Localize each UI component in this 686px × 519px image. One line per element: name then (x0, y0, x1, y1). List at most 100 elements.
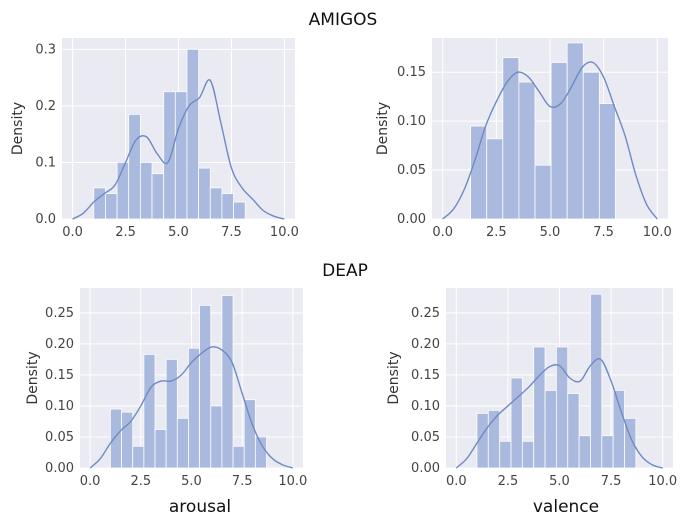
x-tick-label: 7.5 (232, 474, 253, 489)
y-tick-label: 0.0 (35, 212, 56, 227)
histogram-bar (487, 409, 501, 469)
y-tick-label: 0.25 (411, 306, 440, 321)
y-tick-label: 0.05 (411, 430, 440, 445)
x-tick-label: 0.0 (432, 225, 453, 240)
histogram-bar (590, 293, 603, 469)
x-axis-label-arousal: arousal (169, 497, 231, 517)
histogram-bar (567, 393, 580, 469)
x-tick-label: 0.0 (62, 225, 83, 240)
x-tick-label: 5.0 (549, 474, 570, 489)
x-tick-label: 7.5 (221, 225, 242, 240)
histogram-bar (105, 193, 118, 220)
histogram-bar (521, 440, 535, 469)
x-tick-label: 2.5 (130, 474, 151, 489)
kde-curve (89, 346, 294, 469)
histogram-bar (612, 390, 625, 469)
histogram-bar (510, 377, 523, 469)
histogram-bar (243, 399, 256, 469)
chart-panel-amigos-arousal: 0.0 0.1 0.2 0.3 0.0 2.5 5.0 7.5 10.0 Density (10, 38, 299, 240)
section-title-deap: DEAP (322, 261, 368, 281)
histogram-bar (550, 62, 568, 220)
chart-panel-deap-valence: 0.00 0.05 0.10 0.15 0.20 0.25 0.0 2.5 5.0 7.5 10.0… (386, 288, 677, 489)
histogram-bar (139, 162, 153, 220)
y-tick-label: 0.1 (35, 155, 56, 170)
histogram-bar (598, 103, 616, 220)
histogram-bar (254, 436, 267, 469)
x-tick-label: 2.5 (486, 225, 507, 240)
y-tick-label: 0.15 (45, 368, 74, 383)
y-tick-label: 0.25 (45, 306, 74, 321)
y-tick-label: 0.15 (397, 65, 426, 80)
chart-panel-amigos-valence: 0.00 0.05 0.10 0.15 0.0 2.5 5.0 7.5 10.0 Density (375, 38, 672, 240)
histogram-bar (518, 81, 536, 220)
y-tick-label: 0.20 (45, 337, 74, 352)
x-tick-label: 0.0 (80, 474, 101, 489)
histogram-bar (233, 201, 246, 220)
y-tick-label: 0.10 (397, 114, 426, 129)
histogram-bar (188, 347, 201, 469)
histogram-bar (186, 48, 200, 220)
histogram-bar (165, 358, 178, 469)
section-title-amigos: AMIGOS (309, 10, 378, 30)
y-tick-label: 0.3 (35, 42, 56, 57)
kde-curve (455, 358, 663, 469)
kde-curve (442, 61, 658, 220)
y-tick-label: 0.10 (45, 399, 74, 414)
x-tick-label: 0.0 (446, 474, 467, 489)
histogram-bar (232, 445, 245, 469)
histogram-bar (128, 113, 141, 220)
y-axis-label: Density (25, 351, 41, 404)
histogram-bar (209, 187, 223, 220)
histogram-bar (93, 187, 106, 220)
y-tick-label: 0.20 (411, 337, 440, 352)
histogram-bar (624, 417, 637, 469)
histogram-bar (154, 429, 167, 469)
histogram-bar (121, 411, 134, 469)
histogram-bar (143, 354, 156, 469)
y-tick-label: 0.2 (35, 99, 56, 114)
histogram-bar (499, 440, 512, 469)
y-tick-label: 0.00 (45, 461, 74, 476)
histogram-bar (534, 164, 552, 220)
histogram-bar (210, 405, 223, 469)
x-tick-label: 10.0 (648, 474, 677, 489)
y-tick-label: 0.05 (45, 430, 74, 445)
x-tick-label: 2.5 (115, 225, 136, 240)
y-axis-label: Density (10, 102, 26, 155)
histogram-bar (176, 417, 189, 469)
histogram-bar (486, 138, 504, 220)
histogram-bar (578, 435, 591, 469)
histogram-bar (110, 408, 122, 469)
histogram-bar (601, 435, 614, 469)
histogram-bar (470, 125, 488, 220)
x-tick-label: 7.5 (593, 225, 614, 240)
y-tick-label: 0.15 (411, 368, 440, 383)
histogram-bar (502, 57, 520, 220)
y-tick-label: 0.10 (411, 399, 440, 414)
histogram-bar (582, 71, 600, 220)
x-tick-label: 5.0 (540, 225, 561, 240)
x-tick-label: 10.0 (278, 474, 307, 489)
chart-panel-deap-arousal: 0.00 0.05 0.10 0.15 0.20 0.25 0.0 2.5 5.0 7.5 10.0… (25, 288, 307, 489)
y-tick-label: 0.00 (411, 461, 440, 476)
histogram-bar (151, 173, 165, 220)
histogram-bar (174, 91, 188, 220)
y-tick-label: 0.05 (397, 163, 426, 178)
x-tick-label: 5.0 (181, 474, 202, 489)
x-tick-label: 10.0 (270, 225, 299, 240)
histogram-bar (199, 304, 212, 469)
histogram-bar (221, 193, 234, 220)
histogram-bar (116, 162, 130, 220)
x-tick-label: 2.5 (498, 474, 519, 489)
y-axis-label: Density (375, 102, 391, 155)
x-tick-label: 10.0 (643, 225, 672, 240)
x-axis-label-valence: valence (533, 497, 599, 517)
histogram-bar (163, 91, 176, 220)
histogram-bar (544, 390, 557, 469)
y-axis-label: Density (386, 351, 402, 404)
histogram-bar (221, 295, 234, 469)
kde-curve (72, 79, 285, 220)
x-tick-label: 7.5 (601, 474, 622, 489)
histogram-bar (198, 167, 211, 220)
